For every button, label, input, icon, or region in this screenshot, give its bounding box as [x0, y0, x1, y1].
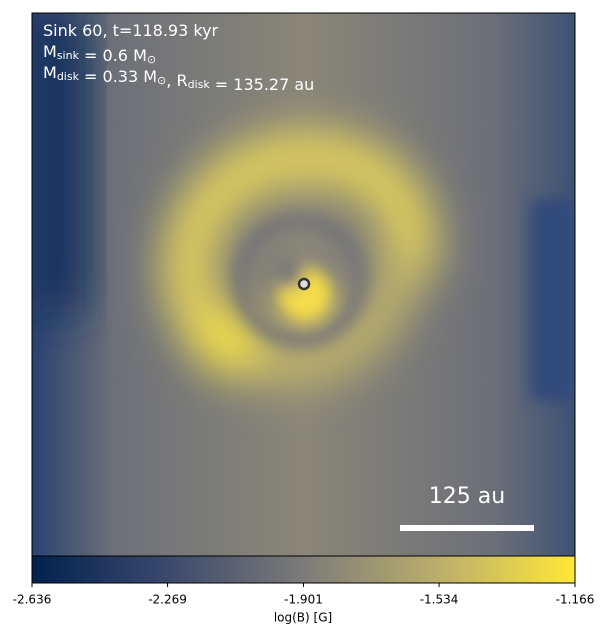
scale-bar-label: 125 au	[429, 484, 505, 509]
annotation-text: = 135.27 au	[210, 75, 315, 94]
colorbar-tick-label: -1.534	[420, 593, 459, 607]
colorbar-fill	[31, 555, 576, 584]
annotation-sub: ⊙	[157, 74, 166, 87]
annotation: Msink = 0.6 M⊙	[43, 42, 156, 67]
annotation-text: = 0.6 M	[79, 46, 147, 65]
annotation: Mdisk = 0.33 M⊙, Rdisk = 135.27 au	[43, 63, 314, 94]
annotation-sub: disk	[57, 70, 80, 83]
annotation-sub: disk	[188, 78, 211, 91]
annotation-sub: ⊙	[147, 53, 156, 66]
map	[32, 13, 575, 556]
annotation-text: M	[43, 42, 57, 61]
colorbar-tick-label: -2.636	[13, 593, 52, 607]
colorbar-tick-label: -1.901	[284, 593, 323, 607]
annotation-sub: sink	[57, 49, 80, 62]
annotation: Sink 60, t=118.93 kyr	[43, 21, 219, 40]
colorbar-tick-label: -2.269	[148, 593, 187, 607]
annotation-text: = 0.33 M	[79, 67, 157, 86]
colorbar: -2.636 -2.269 -1.901 -1.534 -1.166	[13, 555, 595, 607]
colorbar-tick-label: -1.166	[556, 593, 595, 607]
annotation-text: , R	[166, 71, 187, 90]
colorbar-label: log(B) [G]	[274, 611, 332, 625]
annotation-text: M	[43, 63, 57, 82]
annotation-text: Sink 60, t=118.93 kyr	[43, 21, 219, 40]
